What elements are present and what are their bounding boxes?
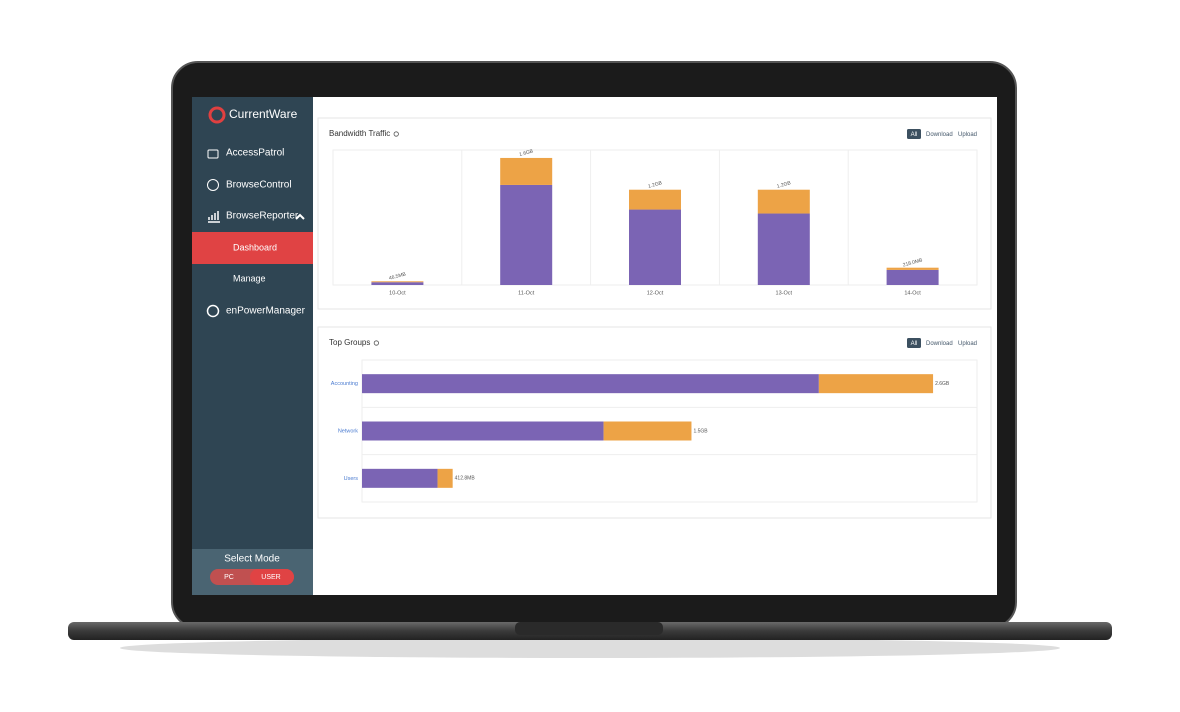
total-label: 1.5GB [693,428,708,434]
filter-button[interactable]: All [911,341,918,347]
nav-item[interactable]: BrowseControl [226,180,292,191]
sidebar [192,97,313,595]
chart-icon [208,211,220,223]
x-tick-label: 12-Oct [647,290,664,296]
bar-segment [371,282,424,285]
logo: CurrentWare [229,107,298,121]
x-tick-label: 11-Oct [518,290,535,296]
bar-segment [371,281,424,283]
bar-segment [757,213,810,285]
shadow [120,638,1060,658]
x-tick-label: 13-Oct [776,290,793,296]
lock-icon [207,149,219,159]
total-label: 46.5MB [388,271,407,281]
globe-icon [207,179,219,191]
bar-segment [886,269,939,285]
nav-subitem[interactable]: Manage [233,273,266,283]
power-icon [206,304,220,318]
mode-option[interactable]: USER [261,574,280,581]
y-tick-label: Users [344,476,359,482]
nav-item[interactable]: BrowseReporter [226,211,299,222]
bar-segment [886,267,939,270]
total-label: 1.2GB [647,180,663,190]
card-title: Top Groups [329,338,370,347]
nav-item[interactable]: AccessPatrol [226,148,284,159]
bar-segment [818,374,934,394]
refresh-icon[interactable] [393,131,399,137]
filter-button[interactable]: All [911,132,918,138]
bar-segment [757,189,810,214]
bar-segment [362,421,604,441]
button-active [907,129,921,139]
logo-icon [208,106,226,124]
total-label: 1.6GB [519,148,535,158]
mode-title: Select Mode [224,554,280,565]
bar-segment [629,189,681,210]
x-tick-label: 14-Oct [904,290,921,296]
active-item-bg [192,232,313,264]
bar-segment [629,209,681,285]
filter-button[interactable]: Upload [958,341,977,347]
total-label: 2.6GB [935,381,950,387]
laptop-notch [515,622,663,635]
total-label: 412.8MB [455,476,476,482]
filter-button[interactable]: Download [926,132,953,138]
collapse-icon [295,213,305,220]
bar-segment [362,374,819,394]
mode-active [250,569,294,585]
x-tick-label: 10-Oct [389,290,406,296]
total-label: 1.2GB [776,180,792,190]
button-active [907,338,921,348]
y-tick-label: Accounting [331,381,358,387]
bar-segment [603,421,692,441]
bar-segment [500,157,553,185]
filter-button[interactable]: Upload [958,132,977,138]
mode-option[interactable]: PC [224,574,234,581]
nav-subitem[interactable]: Dashboard [233,242,277,252]
card-title: Bandwidth Traffic [329,129,390,138]
bar-segment [437,468,453,488]
total-label: 218.0MB [902,257,924,268]
bar-segment [500,184,553,285]
filter-button[interactable]: Download [926,341,953,347]
refresh-icon[interactable] [373,340,379,346]
nav-item[interactable]: enPowerManager [226,306,306,317]
bar-segment [362,468,438,488]
y-tick-label: Network [338,428,358,434]
